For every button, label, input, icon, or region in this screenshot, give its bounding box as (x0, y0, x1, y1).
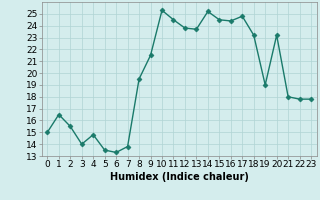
X-axis label: Humidex (Indice chaleur): Humidex (Indice chaleur) (110, 172, 249, 182)
